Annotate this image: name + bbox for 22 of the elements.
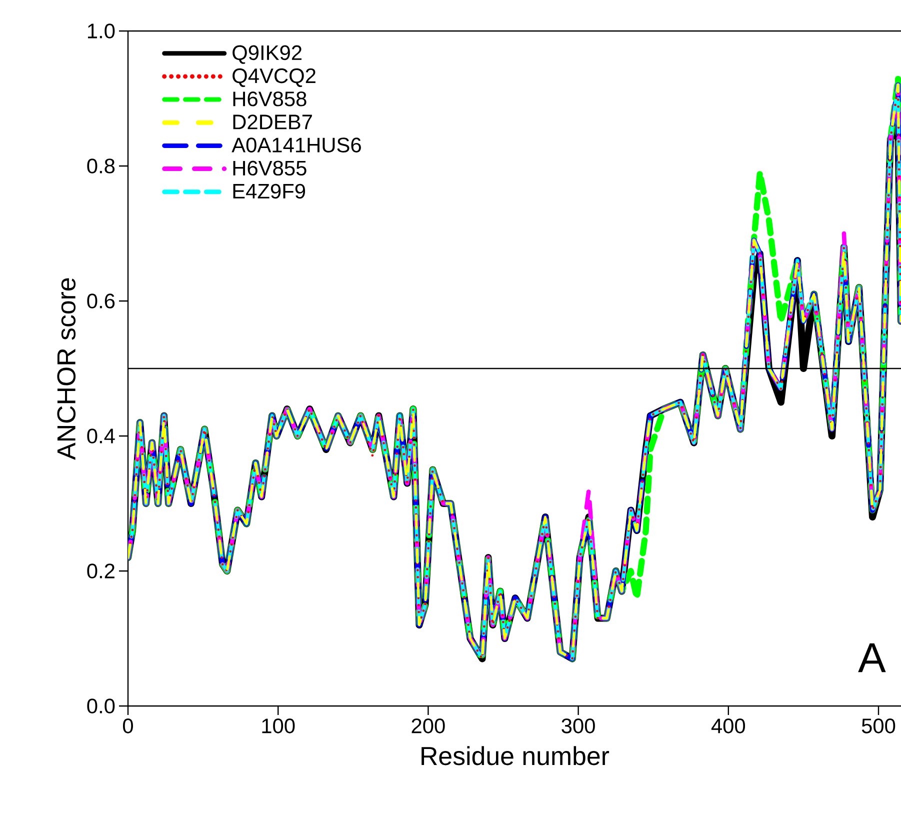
legend-label: H6V858 (233, 91, 306, 106)
legend-label: Q4VCQ2 (232, 68, 316, 87)
legend-label: H6V855 (233, 160, 306, 176)
legend-label: A0A141HUS6 (232, 138, 361, 152)
y-axis-title: ANCHOR score (57, 278, 76, 460)
x-tick-label: 300 (562, 718, 595, 734)
legend-label: Q9IK92 (232, 45, 302, 64)
x-tick-label: 0 (122, 718, 133, 734)
x-tick-label: 100 (262, 718, 295, 734)
legend-label: D2DEB7 (233, 114, 312, 130)
y-tick-label: 1.0 (88, 24, 115, 38)
annotation: A (858, 643, 886, 672)
x-tick-label: 400 (711, 718, 746, 734)
y-tick-label: 0.8 (87, 158, 115, 174)
x-axis-title: Residue number (422, 746, 610, 766)
x-tick-label: 500 (862, 718, 896, 734)
y-tick-label: 0.2 (87, 564, 114, 578)
x-tick-label: 200 (412, 718, 445, 734)
y-tick-label: 0.4 (87, 428, 115, 444)
y-tick-label: 0.6 (87, 294, 115, 308)
y-tick-label: 0.0 (87, 698, 115, 714)
legend-label: E4Z9F9 (233, 184, 306, 199)
